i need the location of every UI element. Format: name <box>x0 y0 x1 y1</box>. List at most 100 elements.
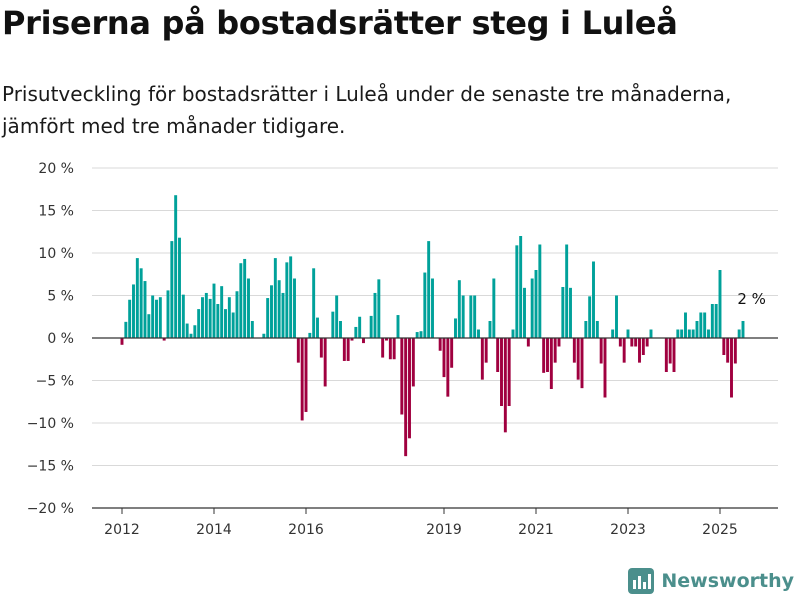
x-tick-label: 2016 <box>288 522 324 538</box>
bar <box>185 323 189 338</box>
x-tick-label: 2023 <box>610 522 646 538</box>
bar <box>369 315 373 338</box>
bar <box>638 338 641 363</box>
x-tick-label: 2021 <box>518 522 554 538</box>
bar <box>710 304 714 338</box>
bar <box>676 329 680 338</box>
bar <box>239 263 243 338</box>
bar <box>634 338 638 347</box>
bar <box>304 338 308 412</box>
bar <box>162 338 166 341</box>
bar <box>565 244 569 338</box>
bar <box>538 244 542 338</box>
bar <box>151 295 155 338</box>
bar <box>143 281 147 338</box>
bar <box>120 338 124 345</box>
bar <box>174 195 178 338</box>
bar <box>197 309 201 338</box>
bar <box>726 338 730 363</box>
bar <box>350 338 354 341</box>
bar <box>281 292 285 338</box>
bar <box>469 295 473 338</box>
bar <box>477 329 480 338</box>
bar <box>515 245 519 338</box>
bar <box>649 329 653 338</box>
bar <box>496 338 500 372</box>
bar <box>438 338 442 351</box>
bar <box>714 304 718 338</box>
bar <box>684 312 687 338</box>
bar <box>488 321 492 338</box>
bar <box>208 298 212 338</box>
bar <box>450 338 454 368</box>
bar <box>722 338 726 355</box>
bar <box>584 321 588 338</box>
chart-title: Priserna på bostadsrätter steg i Luleå <box>2 4 678 42</box>
bar <box>415 332 419 338</box>
bar <box>124 321 128 338</box>
y-tick-label: −15 % <box>27 459 74 475</box>
bar <box>427 241 431 338</box>
bar <box>603 338 607 398</box>
bar <box>285 262 289 338</box>
annotations: 2 % <box>737 290 766 308</box>
bar <box>231 312 235 338</box>
bar <box>235 291 239 338</box>
y-tick-label: −5 % <box>36 374 74 390</box>
bar <box>473 295 477 338</box>
bar <box>534 270 538 338</box>
bar <box>189 333 193 338</box>
bar <box>155 299 158 338</box>
bar <box>227 297 231 338</box>
bar <box>680 329 684 338</box>
y-tick-label: 0 % <box>47 331 74 347</box>
bar <box>178 237 181 338</box>
bar <box>404 338 408 457</box>
bar <box>181 294 185 338</box>
bar <box>362 338 365 344</box>
bar <box>216 304 220 338</box>
bar <box>480 338 484 380</box>
brand-name: Newsworthy <box>661 570 794 592</box>
bar <box>618 338 622 347</box>
bar <box>385 338 388 341</box>
bar <box>147 314 151 338</box>
bar <box>243 258 247 338</box>
bar <box>204 292 208 338</box>
bar <box>615 295 618 338</box>
bar <box>546 338 549 372</box>
bar <box>377 279 381 338</box>
bar <box>707 329 710 338</box>
bar <box>212 283 216 338</box>
bar <box>664 338 668 372</box>
chart-subtitle: Prisutveckling för bostadsrätter i Luleå… <box>2 82 732 138</box>
bar <box>419 331 423 338</box>
bar <box>519 236 523 338</box>
bar <box>128 299 132 338</box>
bar <box>730 338 733 398</box>
bar <box>289 256 293 338</box>
bar <box>411 338 415 387</box>
bar <box>645 338 649 347</box>
bar <box>354 326 358 338</box>
bar <box>381 338 385 358</box>
bar <box>373 292 377 338</box>
bar <box>335 295 339 338</box>
bar <box>312 268 316 338</box>
bar <box>193 325 197 338</box>
bar <box>316 317 319 338</box>
bars <box>120 195 745 457</box>
bar <box>250 321 254 338</box>
bar <box>672 338 676 372</box>
bar <box>626 329 630 338</box>
bar <box>492 278 496 338</box>
bar <box>166 290 170 338</box>
bar <box>132 284 135 338</box>
bar <box>553 338 557 363</box>
bar <box>461 295 465 338</box>
y-tick-label: 15 % <box>38 204 74 220</box>
bar <box>741 321 745 338</box>
bar <box>358 316 362 338</box>
bar <box>220 286 224 338</box>
